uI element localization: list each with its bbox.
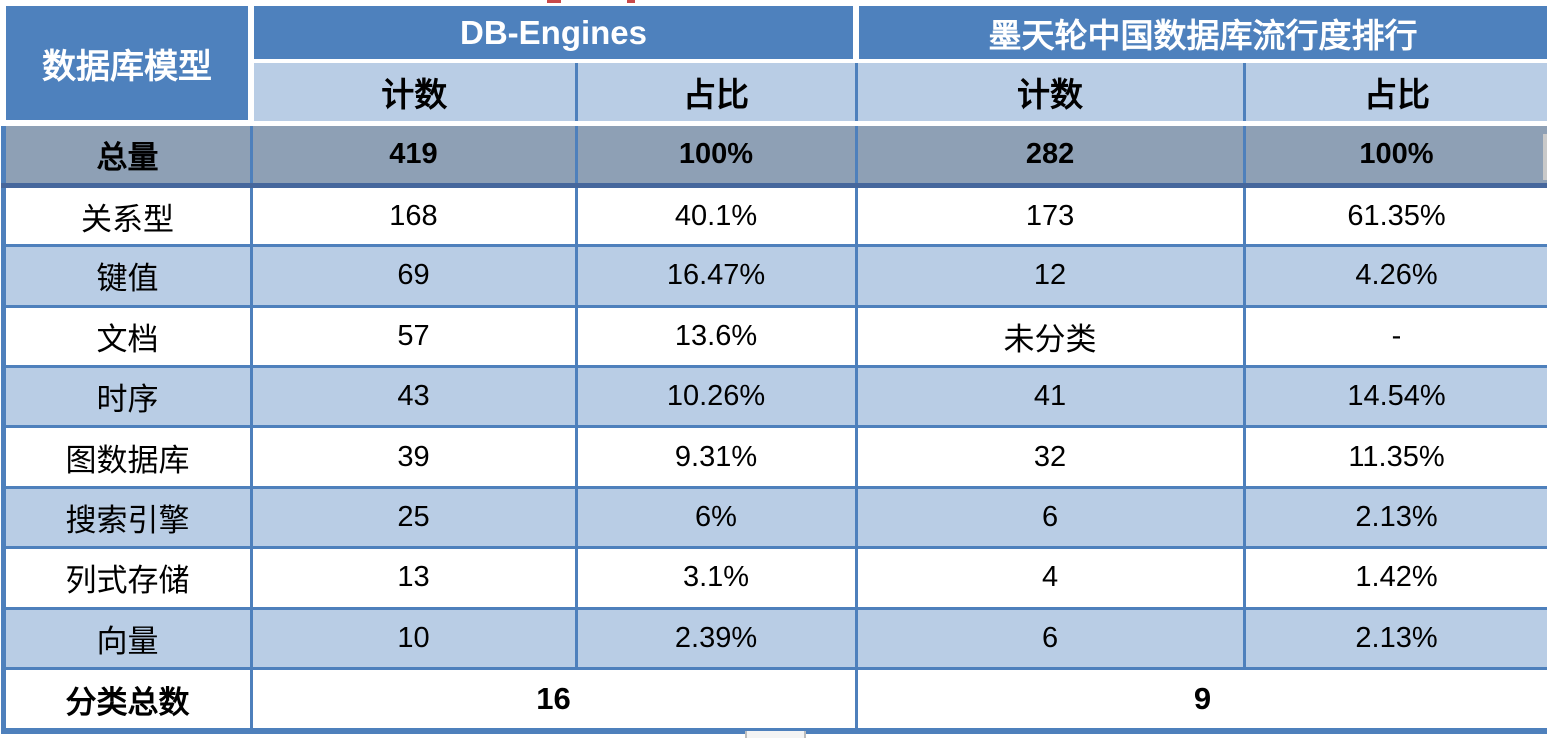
corner-header: 数据库模型 (0, 0, 254, 126)
row-label: 文档 (0, 304, 253, 369)
cell-mtl-count: 6 (854, 606, 1246, 671)
table-row: 时序 43 10.26% 41 14.54% (0, 365, 1547, 429)
subheader-de-count: 计数 (249, 59, 578, 126)
footer-label: 分类总数 (0, 667, 253, 735)
cell-de-count: 168 (249, 183, 578, 248)
cell-mtl-count: 173 (854, 183, 1246, 248)
cell-de-percent: 13.6% (574, 304, 858, 369)
cell-mtl-percent: 11.35% (1242, 425, 1547, 489)
row-label: 关系型 (0, 183, 253, 248)
cell-mtl-percent: 100% (1242, 120, 1547, 188)
table-row-category-totals: 分类总数 16 9 (0, 667, 1547, 735)
cell-de-percent: 9.31% (574, 425, 858, 489)
cell-mtl-count: 6 (854, 485, 1246, 550)
cell-de-percent: 40.1% (574, 183, 858, 248)
group-header-mtl: 墨天轮中国数据库流行度排行 (853, 0, 1547, 63)
cell-de-percent: 16.47% (574, 244, 858, 308)
table-row-total: 总量 419 100% 282 100% (0, 120, 1547, 188)
row-label: 图数据库 (0, 425, 253, 489)
table-row: 向量 10 2.39% 6 2.13% (0, 606, 1547, 671)
cell-mtl-percent: 2.13% (1242, 606, 1547, 671)
table-row: 关系型 168 40.1% 173 61.35% (0, 183, 1547, 248)
cell-mtl-count: 未分类 (854, 304, 1246, 369)
row-label: 列式存储 (0, 546, 253, 610)
cell-de-count: 25 (249, 485, 578, 550)
row-label: 向量 (0, 606, 253, 671)
cell-de-count: 69 (249, 244, 578, 308)
cell-de-percent: 6% (574, 485, 858, 550)
cell-de-count: 13 (249, 546, 578, 610)
cell-de-count: 419 (249, 120, 578, 188)
table-row: 键值 69 16.47% 12 4.26% (0, 244, 1547, 308)
cell-mtl-count: 32 (854, 425, 1246, 489)
cell-de-percent: 10.26% (574, 365, 858, 429)
cell-de-count: 10 (249, 606, 578, 671)
row-label: 搜索引擎 (0, 485, 253, 550)
cell-de-percent: 2.39% (574, 606, 858, 671)
cell-mtl-percent: 1.42% (1242, 546, 1547, 610)
cell-de-percent: 3.1% (574, 546, 858, 610)
clipped-text-artifact (547, 0, 561, 3)
group-header-db-engines: DB-Engines (247, 0, 860, 63)
clipped-text-artifact (627, 0, 635, 3)
cell-mtl-count: 282 (854, 120, 1246, 188)
row-label: 键值 (0, 244, 253, 308)
table-row: 搜索引擎 25 6% 6 2.13% (0, 485, 1547, 550)
subheader-de-percent: 占比 (574, 59, 858, 126)
table-row: 文档 57 13.6% 未分类 - (0, 304, 1547, 369)
cell-mtl-percent: 14.54% (1242, 365, 1547, 429)
cell-mtl-percent: 4.26% (1242, 244, 1547, 308)
cell-de-count: 43 (249, 365, 578, 429)
cell-mtl-count: 4 (854, 546, 1246, 610)
cell-mtl-count: 41 (854, 365, 1246, 429)
cell-mtl-count: 12 (854, 244, 1246, 308)
cell-de-count: 39 (249, 425, 578, 489)
table-row: 图数据库 39 9.31% 32 11.35% (0, 425, 1547, 489)
footer-de-total: 16 (249, 667, 858, 735)
scrollbar-artifact (1543, 134, 1547, 180)
cell-mtl-percent: 61.35% (1242, 183, 1547, 248)
subheader-mtl-count: 计数 (854, 59, 1246, 126)
footer-mtl-total: 9 (854, 667, 1547, 735)
cell-mtl-percent: - (1242, 304, 1547, 369)
row-label: 总量 (0, 120, 253, 188)
table-row: 列式存储 13 3.1% 4 1.42% (0, 546, 1547, 610)
cell-de-percent: 100% (574, 120, 858, 188)
cell-mtl-percent: 2.13% (1242, 485, 1547, 550)
subheader-mtl-percent: 占比 (1242, 59, 1547, 126)
row-label: 时序 (0, 365, 253, 429)
scrollbar-artifact (745, 731, 806, 738)
cell-de-count: 57 (249, 304, 578, 369)
